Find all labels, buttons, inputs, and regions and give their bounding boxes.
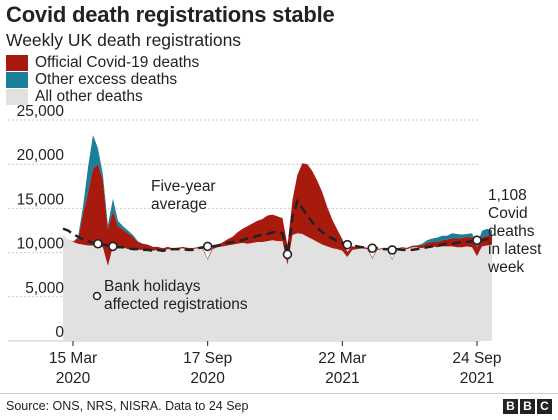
bank-holiday-marker: [108, 241, 118, 252]
x-tick-label: 17 Sep: [183, 350, 232, 367]
annotation-latest-week: Covid: [488, 205, 528, 222]
area-covid-deaths: [63, 163, 492, 266]
chart-subtitle: Weekly UK death registrations: [6, 30, 242, 50]
x-tick-label: 2021: [325, 370, 359, 387]
annotation-latest-week: week: [487, 259, 524, 276]
legend-item-covid: Official Covid-19 deaths: [6, 54, 199, 71]
y-tick-label: 25,000: [17, 103, 65, 120]
legend: Official Covid-19 deaths Other excess de…: [6, 54, 199, 105]
y-tick-label: 20,000: [17, 147, 65, 164]
y-tick-label: 15,000: [17, 191, 65, 208]
bbc-logo-letter-b1: B: [503, 399, 518, 414]
five-year-average-line: [62, 198, 492, 255]
bank-holiday-marker: [472, 235, 482, 246]
bank-holiday-marker: [282, 249, 293, 260]
x-tick-label: 2020: [56, 370, 91, 387]
x-tick-label: 24 Sep: [452, 350, 501, 367]
chart-area: 0 5,000 10,000 15,000 20,000 25,000 15 Mar 2020…: [8, 103, 542, 387]
bank-holiday-markers: [93, 235, 482, 260]
bank-holiday-marker: [367, 243, 378, 253]
bbc-logo-letter-c: C: [537, 399, 552, 414]
x-tick-label: 15 Mar: [49, 350, 97, 367]
bank-holiday-marker: [387, 245, 398, 255]
x-tick-label: 2020: [190, 370, 225, 387]
y-tick-label: 10,000: [17, 236, 65, 253]
source-note: Source: ONS, NRS, NISRA. Data to 24 Sep: [6, 399, 249, 413]
x-tick-label: 2021: [460, 370, 494, 387]
bank-holiday-marker: [342, 239, 353, 250]
axis-labels: 0 5,000 10,000 15,000 20,000 25,000 15 Mar 2020…: [17, 103, 502, 387]
x-tick-label: 22 Mar: [318, 350, 366, 367]
annotation-latest-week: 1,108: [488, 187, 527, 204]
bbc-logo: B B C: [503, 399, 552, 414]
area-all-other-deaths: [63, 233, 492, 341]
footer: Source: ONS, NRS, NISRA. Data to 24 Sep …: [0, 393, 558, 420]
annotation-bank-holidays: Bank holidays: [104, 278, 201, 295]
legend-label-covid: Official Covid-19 deaths: [35, 54, 200, 71]
legend-swatch-other-deaths: [6, 89, 28, 105]
bank-holiday-key-marker: [92, 291, 102, 301]
annotation-five-year-average: Five-year: [151, 178, 216, 195]
annotation-bank-holidays: affected registrations: [104, 296, 248, 313]
average-line-layer: [62, 198, 492, 255]
legend-item-other-excess: Other excess deaths: [6, 71, 199, 88]
chart-title: Covid death registrations stable: [6, 2, 335, 27]
bbc-logo-letter-b2: B: [520, 399, 535, 414]
legend-label-other-excess: Other excess deaths: [35, 71, 178, 88]
annotation-five-year-average: average: [151, 196, 207, 213]
bank-holiday-marker: [93, 238, 103, 249]
annotation-latest-week: in latest: [488, 241, 542, 258]
legend-swatch-covid: [6, 55, 28, 71]
legend-swatch-other-excess: [6, 72, 28, 88]
area-series: [63, 135, 492, 341]
y-tick-label: 0: [55, 324, 64, 341]
y-tick-label: 5,000: [25, 280, 64, 297]
bank-holiday-marker: [202, 241, 213, 252]
legend-label-other-deaths: All other deaths: [35, 88, 143, 105]
annotation-latest-week: deaths: [488, 223, 535, 240]
legend-item-other-deaths: All other deaths: [6, 88, 199, 105]
